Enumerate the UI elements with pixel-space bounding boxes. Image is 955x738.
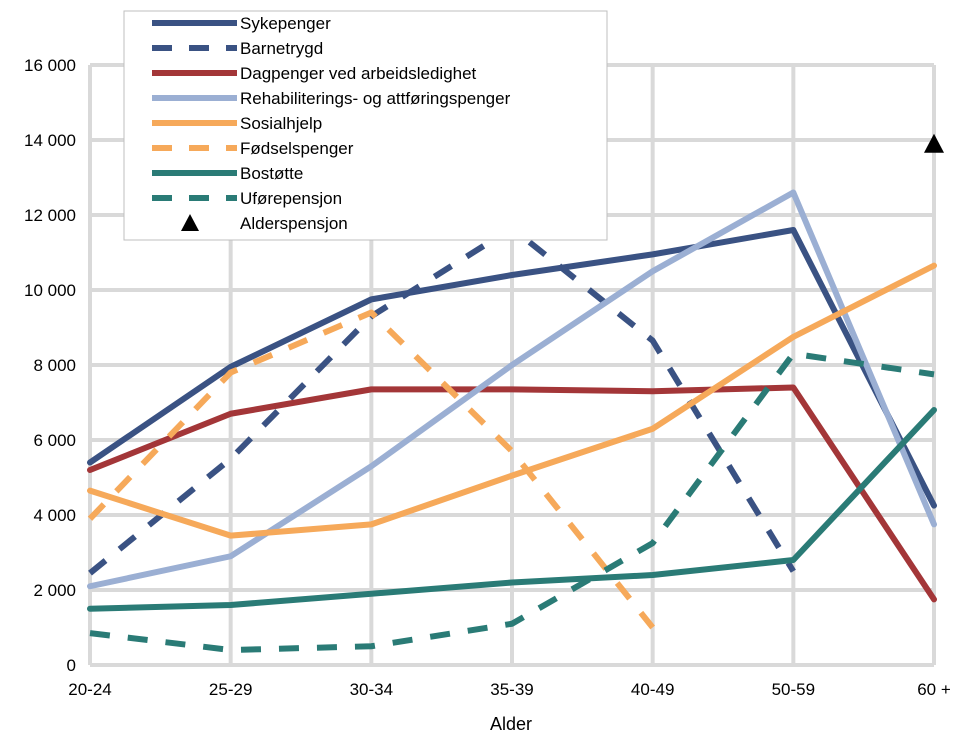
series-line-dagpenger-ved-arbeidsledighet — [87, 384, 937, 603]
legend-label: Dagpenger ved arbeidsledighet — [240, 64, 477, 83]
legend-label: Barnetrygd — [240, 39, 323, 58]
series-line-f-dselspenger — [87, 309, 656, 630]
y-tick-label: 4 000 — [33, 506, 76, 525]
legend-label: Sosialhjelp — [240, 114, 322, 133]
y-tick-label: 14 000 — [24, 131, 76, 150]
data-point-alderspensjon — [924, 133, 944, 153]
series-line-barnetrygd — [88, 225, 796, 576]
legend: Sykepenger Barnetrygd Dagpenger ved arbeid… — [123, 10, 608, 241]
series-lines — [87, 133, 944, 653]
x-tick-label: 25-29 — [209, 680, 252, 699]
legend-label: Sykepenger — [240, 14, 331, 33]
y-tick-label: 0 — [67, 656, 76, 675]
legend-swatch — [181, 214, 199, 231]
series-line-rehabiliterings-og-attf-ringspenger — [87, 189, 937, 590]
y-tick-label: 10 000 — [24, 281, 76, 300]
y-tick-label: 8 000 — [33, 356, 76, 375]
legend-label: Bostøtte — [240, 164, 303, 183]
y-tick-label: 12 000 — [24, 206, 76, 225]
x-tick-label: 30-34 — [350, 680, 393, 699]
legend-label: Uførepensjon — [240, 189, 342, 208]
y-tick-label: 16 000 — [24, 56, 76, 75]
series-line-sosialhjelp — [87, 262, 937, 539]
series-line-uf-repensjon — [89, 350, 935, 653]
x-tick-label: 50-59 — [772, 680, 815, 699]
x-tick-label: 35-39 — [490, 680, 533, 699]
axes: 0 2 000 4 000 6 000 8 000 10 000 12 000 14 000 1… — [24, 56, 951, 699]
x-tick-label: 20-24 — [68, 680, 111, 699]
y-tick-label: 2 000 — [33, 581, 76, 600]
x-tick-label: 60 + — [917, 680, 951, 699]
x-axis-title: Alder — [490, 714, 532, 733]
legend-label: Rehabiliterings- og attføringspenger — [240, 89, 511, 108]
series-line-sykepenger — [87, 227, 937, 509]
series-line-bost-tte — [87, 407, 937, 612]
x-tick-label: 40-49 — [631, 680, 674, 699]
legend-label: Alderspensjon — [240, 214, 348, 233]
legend-label: Fødselspenger — [240, 139, 354, 158]
y-tick-label: 6 000 — [33, 431, 76, 450]
